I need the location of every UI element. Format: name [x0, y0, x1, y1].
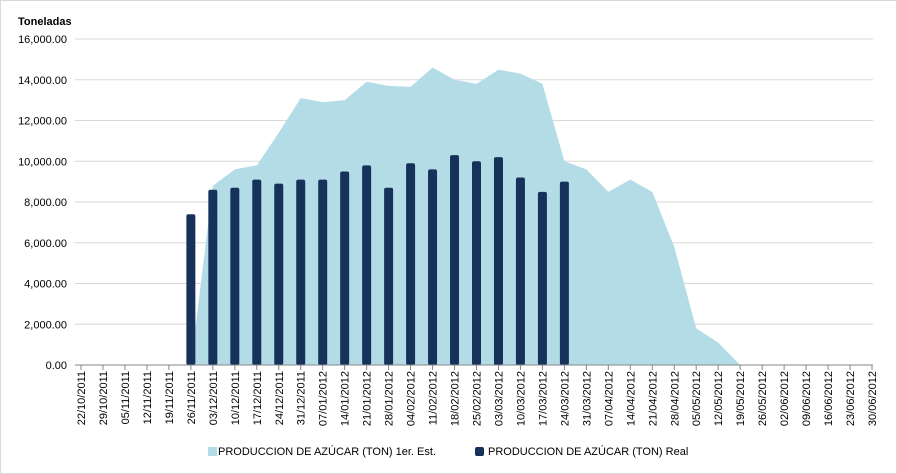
- x-tick-label: 22/10/2011: [76, 371, 88, 425]
- bar: [515, 177, 525, 365]
- bar: [472, 161, 481, 365]
- bar: [384, 187, 394, 365]
- x-tick-label: 04/02/2012: [406, 371, 418, 426]
- bar: [362, 165, 372, 365]
- y-tick-label: 4,000.00: [24, 279, 67, 291]
- x-tick-label: 05/05/2012: [691, 371, 703, 426]
- y-tick-label: 16,000.00: [18, 34, 67, 46]
- x-tick-label: 30/06/2012: [867, 371, 879, 426]
- x-tick-label: 31/12/2011: [296, 371, 308, 425]
- x-tick-label: 29/10/2011: [98, 371, 110, 425]
- x-tick-label: 03/03/2012: [493, 371, 505, 426]
- x-tick-label: 10/12/2011: [230, 371, 242, 425]
- x-tick-label: 16/06/2012: [823, 371, 835, 426]
- x-tick-label: 19/05/2012: [735, 371, 747, 426]
- bar: [318, 179, 328, 365]
- x-tick-label: 26/05/2012: [757, 371, 769, 426]
- y-tick-label: 14,000.00: [18, 75, 67, 87]
- x-tick-label: 28/04/2012: [669, 371, 681, 426]
- x-tick-label: 12/11/2011: [142, 371, 154, 424]
- bar: [559, 181, 569, 365]
- bar: [274, 183, 284, 365]
- bar: [230, 187, 240, 365]
- x-tick-label: 11/02/2012: [428, 371, 440, 425]
- bar: [428, 169, 438, 365]
- legend-swatch: [208, 447, 217, 456]
- bar: [340, 171, 350, 365]
- x-tick-label: 05/11/2011: [120, 371, 132, 424]
- y-tick-label: 0.00: [46, 360, 67, 372]
- x-tick-label: 17/03/2012: [537, 371, 549, 426]
- bar: [406, 163, 416, 365]
- x-tick-label: 18/02/2012: [450, 371, 462, 426]
- x-tick-label: 03/12/2011: [208, 371, 220, 425]
- x-tick-label: 14/04/2012: [625, 371, 637, 426]
- bar: [493, 157, 503, 365]
- bar: [537, 191, 547, 365]
- legend-swatch: [475, 447, 484, 456]
- x-tick-label: 23/06/2012: [845, 371, 857, 426]
- y-tick-label: 12,000.00: [18, 116, 67, 128]
- legend-label: PRODUCCION DE AZÚCAR (TON) 1er. Est.: [218, 445, 436, 458]
- legend-label: PRODUCCION DE AZÚCAR (TON) Real: [488, 445, 688, 458]
- y-tick-label: 2,000.00: [24, 319, 67, 331]
- x-tick-label: 21/04/2012: [647, 371, 659, 426]
- x-tick-label: 28/01/2012: [384, 371, 396, 426]
- x-tick-label: 14/01/2012: [340, 371, 352, 426]
- x-tick-label: 26/11/2011: [186, 371, 198, 424]
- x-tick-label: 09/06/2012: [801, 371, 813, 426]
- bar: [252, 179, 262, 365]
- y-tick-label: 10,000.00: [18, 156, 67, 168]
- y-axis-title: Toneladas: [18, 16, 72, 28]
- y-tick-label: 8,000.00: [24, 197, 67, 209]
- x-tick-label: 10/03/2012: [515, 371, 527, 426]
- x-tick-label: 07/04/2012: [603, 371, 615, 426]
- x-tick-label: 19/11/2011: [164, 371, 176, 424]
- x-tick-label: 17/12/2011: [252, 371, 264, 425]
- x-tick-label: 02/06/2012: [779, 371, 791, 426]
- x-tick-label: 24/12/2011: [274, 371, 286, 425]
- x-tick-label: 31/03/2012: [581, 371, 593, 426]
- x-tick-label: 24/03/2012: [559, 371, 571, 426]
- x-tick-label: 21/01/2012: [362, 371, 374, 426]
- x-tick-label: 07/01/2012: [318, 371, 330, 426]
- x-tick-label: 12/05/2012: [713, 371, 725, 426]
- bar: [450, 155, 460, 365]
- bar: [208, 189, 218, 365]
- area: [190, 67, 741, 366]
- bar: [186, 214, 196, 365]
- y-tick-label: 6,000.00: [24, 238, 67, 250]
- bar: [296, 179, 306, 365]
- x-tick-label: 25/02/2012: [472, 371, 484, 426]
